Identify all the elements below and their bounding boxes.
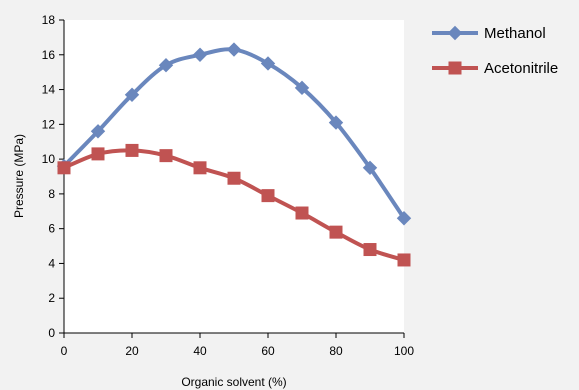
y-axis-ticks: 0 2 4 6 8 10 12 14 16 18 [42,13,64,340]
data-point-acetonitrile [397,253,411,267]
legend-marker-methanol [447,25,463,41]
y-tick-label: 12 [42,117,56,131]
y-tick-label: 0 [48,326,55,340]
x-tick-label: 20 [125,344,139,358]
y-tick-label: 10 [42,152,56,166]
x-tick-label: 40 [193,344,207,358]
y-tick-label: 2 [48,291,55,305]
data-point-methanol [260,56,276,71]
legend-item-acetonitrile: Acetonitrile [432,60,558,77]
y-tick-label: 8 [48,187,55,201]
x-tick-label: 0 [61,344,68,358]
x-axis-title: Organic solvent (%) [181,375,286,389]
y-tick-label: 6 [48,222,55,236]
x-tick-label: 100 [394,344,414,358]
y-axis-title: Pressure (MPa) [12,134,26,218]
data-point-methanol [362,160,378,176]
data-point-acetonitrile [261,189,275,203]
y-tick-label: 16 [42,48,56,62]
legend: Methanol Acetonitrile [432,25,558,77]
legend-marker-acetonitrile [448,61,462,75]
x-tick-label: 60 [261,344,275,358]
data-point-methanol [396,211,412,226]
data-point-acetonitrile [329,225,343,239]
data-point-acetonitrile [295,206,309,220]
legend-label-acetonitrile: Acetonitrile [484,60,558,77]
data-point-methanol [90,124,106,139]
data-point-methanol [294,80,310,96]
legend-item-methanol: Methanol [432,25,546,42]
data-point-methanol [158,58,174,73]
data-point-acetonitrile [227,171,241,185]
data-point-methanol [226,42,242,57]
y-tick-label: 18 [42,13,56,27]
x-axis-ticks: 0 20 40 60 80 100 [61,333,414,358]
y-tick-label: 4 [48,256,55,270]
data-point-acetonitrile [57,161,71,175]
x-tick-label: 80 [329,344,343,358]
y-tick-label: 14 [42,83,56,97]
data-point-acetonitrile [91,147,105,161]
data-point-acetonitrile [125,143,139,157]
data-point-methanol [124,87,140,102]
legend-label-methanol: Methanol [484,25,546,42]
data-point-methanol [328,115,344,130]
series-acetonitrile [57,143,411,267]
data-point-methanol [192,47,208,62]
data-point-acetonitrile [363,243,377,257]
series-layer [56,42,412,267]
data-point-acetonitrile [193,161,207,175]
data-point-acetonitrile [159,149,173,163]
